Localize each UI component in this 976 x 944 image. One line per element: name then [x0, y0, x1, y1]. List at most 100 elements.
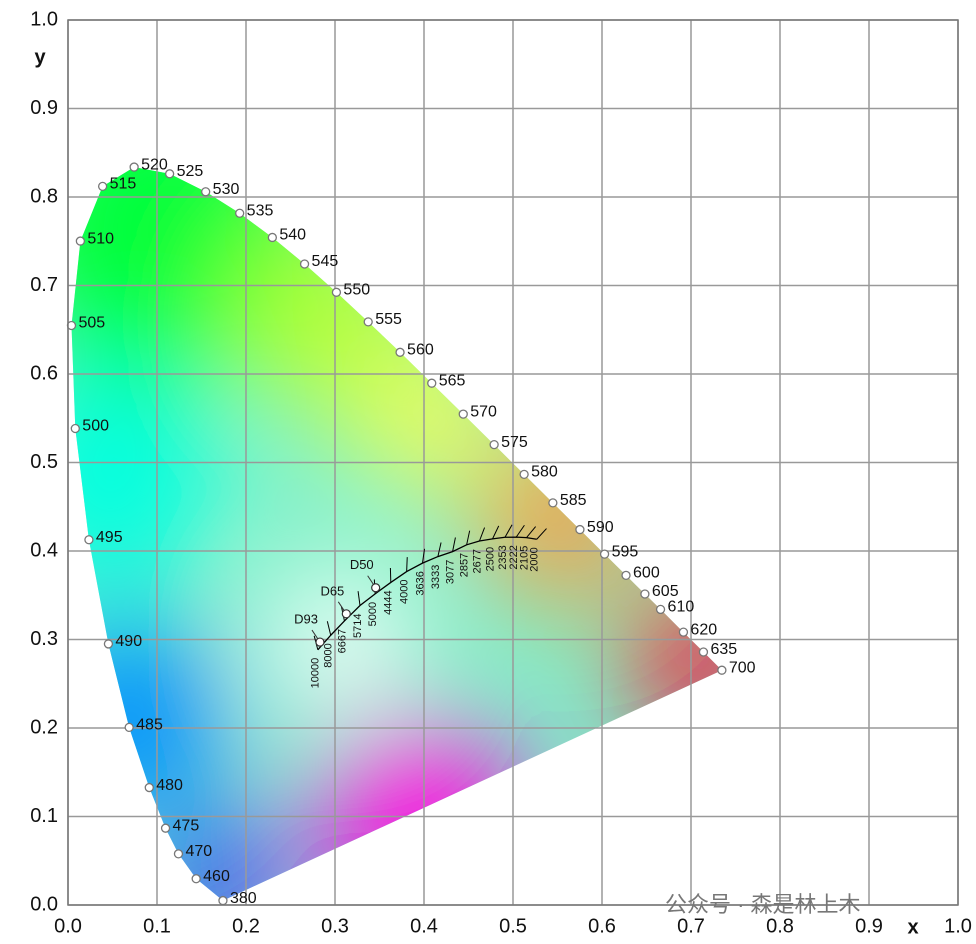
white-point	[315, 637, 325, 647]
spectral-point	[575, 524, 585, 535]
spectral-point	[75, 236, 86, 246]
spectral-point	[70, 423, 80, 434]
spectral-point	[519, 469, 529, 480]
white-point-label: D93	[294, 612, 318, 627]
spectral-point	[144, 782, 154, 793]
y-tick-label: 0.3	[30, 628, 58, 650]
cct-label: 2105	[518, 546, 530, 570]
spectral-point	[698, 647, 709, 657]
isotherm-tick	[515, 524, 525, 538]
spectral-point	[548, 498, 558, 508]
x-tick-label: 0.4	[410, 915, 438, 937]
spectral-point	[717, 665, 727, 675]
wavelength-label: 590	[587, 519, 614, 536]
isotherm-tick	[504, 524, 513, 538]
spectral-point	[235, 208, 245, 218]
wavelength-label: 505	[78, 315, 105, 332]
cct-label: 3636	[414, 571, 426, 595]
wavelength-label: 475	[173, 817, 200, 834]
spectral-point	[129, 162, 139, 172]
x-axis-label: x	[907, 916, 918, 938]
cct-label: 2000	[529, 547, 541, 571]
y-tick-label: 0.0	[30, 893, 58, 915]
spectral-point	[201, 187, 211, 197]
wavelength-label: 555	[375, 311, 402, 328]
cct-label: 2500	[484, 547, 496, 571]
spectral-point	[97, 181, 108, 192]
isotherm-tick	[536, 528, 547, 540]
spectral-point	[331, 287, 342, 297]
y-tick-label: 0.4	[30, 539, 58, 561]
cct-label: 5714	[352, 614, 364, 638]
wavelength-label: 520	[141, 156, 168, 173]
plot-frame	[67, 19, 959, 906]
wavelength-label: 495	[96, 529, 123, 546]
spectral-point	[103, 639, 114, 649]
y-tick-label: 0.1	[30, 805, 58, 827]
white-point-label: D50	[350, 557, 374, 572]
cct-label: 6667	[336, 629, 348, 653]
white-point	[341, 609, 351, 619]
x-tick-label: 0.8	[766, 915, 794, 937]
wavelength-label: 550	[343, 282, 370, 299]
spectral-point	[427, 378, 437, 388]
spectral-point	[124, 722, 134, 733]
wavelength-label: 585	[560, 492, 587, 509]
wavelength-label: 580	[531, 464, 558, 481]
y-tick-label: 1.0	[30, 8, 58, 30]
planckian-locus	[317, 536, 537, 651]
y-tick-label: 0.9	[30, 97, 58, 119]
wavelength-label: 565	[439, 372, 466, 389]
isotherm-tick	[526, 526, 537, 538]
wavelength-label: 605	[652, 583, 679, 600]
wavelength-label: 570	[470, 403, 497, 420]
spectral-point	[458, 409, 468, 419]
cct-label: 4444	[383, 590, 395, 614]
spectral-point	[191, 874, 201, 884]
spectral-point	[363, 317, 373, 327]
cct-label: 2222	[508, 545, 520, 569]
cct-label: 2857	[459, 553, 471, 577]
cct-label: 5000	[367, 602, 379, 626]
wavelength-label: 600	[633, 565, 660, 582]
spectral-point	[655, 604, 666, 615]
y-tick-label: 0.5	[30, 451, 58, 473]
y-axis-label: y	[34, 46, 46, 68]
x-tick-label: 1.0	[944, 915, 972, 937]
y-tick-label: 0.7	[30, 274, 58, 296]
wavelength-label: 510	[87, 230, 114, 247]
isotherm-tick	[478, 527, 486, 542]
x-tick-label: 0.3	[321, 915, 349, 937]
wavelength-label: 525	[177, 163, 204, 180]
x-tick-label: 0.6	[588, 915, 616, 937]
spectral-point	[395, 347, 405, 357]
spectral-point	[599, 549, 610, 559]
wavelength-label: 540	[279, 227, 306, 244]
cct-label: 3333	[430, 565, 442, 589]
wavelength-label: 560	[407, 342, 434, 359]
wavelength-label: 535	[247, 203, 274, 220]
y-tick-label: 0.2	[30, 716, 58, 738]
isotherm-tick	[421, 548, 426, 564]
wavelength-label: 700	[729, 659, 756, 676]
wavelength-label: 485	[136, 717, 163, 734]
x-tick-label: 0.7	[677, 915, 705, 937]
spectral-point	[640, 589, 650, 599]
wavelength-label: 595	[612, 543, 639, 560]
cct-label: 2353	[497, 545, 509, 569]
wavelength-label: 490	[115, 633, 142, 650]
wavelength-label: 480	[156, 777, 183, 794]
wavelength-label: 610	[668, 599, 695, 616]
isotherm-tick	[357, 591, 361, 606]
spectral-point	[160, 823, 171, 833]
cct-label: 3077	[444, 560, 456, 584]
white-point	[371, 583, 381, 593]
spectral-point	[299, 259, 310, 269]
cct-label: 8000	[323, 643, 335, 667]
cct-label: 2677	[471, 549, 483, 573]
spectral-point	[267, 232, 277, 243]
white-point-label: D65	[320, 583, 344, 598]
x-tick-label: 0.1	[143, 915, 171, 937]
